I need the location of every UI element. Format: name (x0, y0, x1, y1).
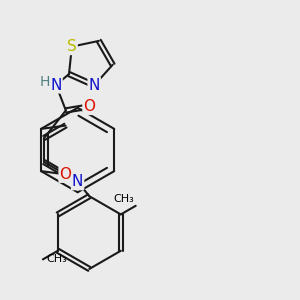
Text: H: H (40, 75, 50, 89)
Text: O: O (83, 99, 95, 114)
Text: N: N (50, 77, 62, 92)
Text: CH₃: CH₃ (46, 254, 67, 264)
Text: CH₃: CH₃ (113, 194, 134, 204)
Text: N: N (88, 78, 100, 93)
Text: S: S (67, 39, 77, 54)
Text: O: O (59, 167, 71, 182)
Text: N: N (72, 174, 83, 189)
